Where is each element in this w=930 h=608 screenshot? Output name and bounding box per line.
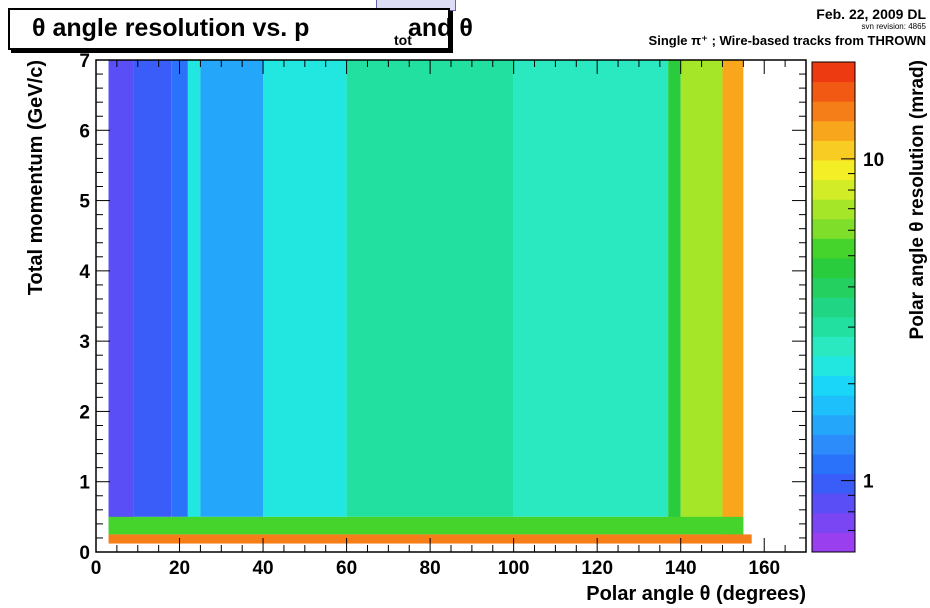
colorbar-segment — [812, 395, 855, 416]
colorbar-segment — [812, 120, 855, 141]
x-tick-label: 40 — [252, 558, 273, 579]
heatmap-region — [346, 60, 514, 517]
colorbar-segment — [812, 316, 855, 337]
subtitle-label: Single π⁺ ; Wire-based tracks from THROW… — [648, 33, 926, 48]
colorbar-frame — [811, 61, 856, 553]
heatmap-region — [200, 60, 264, 517]
y-tick-label: 5 — [79, 192, 90, 213]
chart-title-suffix: and θ — [408, 14, 473, 42]
colorbar-segment — [812, 160, 855, 181]
colorbar-segment — [812, 512, 855, 533]
x-tick-label: 160 — [748, 558, 780, 579]
heatmap-region — [722, 60, 744, 538]
x-tick-label: 0 — [91, 558, 102, 579]
heatmap-region — [171, 60, 188, 517]
x-tick-label: 80 — [420, 558, 441, 579]
colorbar-tick-label: 1 — [863, 472, 874, 493]
colorbar-segment — [812, 493, 855, 514]
y-tick-label: 4 — [79, 262, 90, 283]
heatmap-region — [668, 60, 681, 524]
heatmap-cells — [108, 60, 752, 544]
colorbar-segment — [812, 238, 855, 259]
colorbar-segment — [812, 218, 855, 239]
colorbar-segment — [812, 414, 855, 435]
colorbar-segment — [812, 81, 855, 102]
y-tick-label: 3 — [79, 332, 90, 353]
y-axis: 0 1 2 3 4 5 6 7 — [79, 51, 806, 564]
colorbar: 1 10 — [811, 61, 884, 553]
chart-title: θ angle resolution vs. p — [32, 14, 310, 42]
heatmap-region — [108, 60, 134, 531]
heatmap-region — [108, 516, 744, 535]
heatmap-region — [680, 60, 723, 524]
colorbar-segment — [812, 356, 855, 377]
colorbar-segment — [812, 199, 855, 220]
heatmap-region — [133, 60, 172, 517]
colorbar-segment — [812, 140, 855, 161]
colorbar-segment — [812, 277, 855, 298]
heatmap-region — [513, 60, 669, 517]
colorbar-tick-label: 10 — [863, 150, 884, 171]
colorbar-segment — [812, 473, 855, 494]
colorbar-segment — [812, 62, 855, 83]
x-axis-label: Polar angle θ (degrees) — [586, 583, 806, 605]
x-axis: 0 20 40 60 80 100 120 140 160 — [91, 60, 807, 579]
z-axis-label: Polar angle θ resolution (mrad) — [907, 60, 928, 339]
chart-title-box: θ angle resolution vs. p tot and θ — [8, 8, 473, 50]
y-axis-label: Total momentum (GeV/c) — [25, 60, 47, 295]
colorbar-segment — [812, 532, 855, 553]
x-tick-label: 140 — [665, 558, 697, 579]
heatmap-region — [263, 60, 347, 517]
colorbar-segment — [812, 101, 855, 122]
colorbar-segment — [812, 179, 855, 200]
colorbar-segment — [812, 454, 855, 475]
x-tick-label: 20 — [169, 558, 190, 579]
colorbar-segment — [812, 297, 855, 318]
colorbar-segment — [812, 434, 855, 455]
svn-revision-label: svn revision: 4865 — [861, 22, 926, 31]
colorbar-segment — [812, 336, 855, 357]
x-tick-label: 120 — [581, 558, 613, 579]
colorbar-segment — [812, 375, 855, 396]
date-label: Feb. 22, 2009 DL — [816, 6, 926, 22]
x-tick-label: 100 — [498, 558, 530, 579]
y-tick-label: 0 — [79, 543, 90, 564]
heatmap-region — [187, 60, 201, 524]
y-tick-label: 7 — [79, 51, 90, 72]
chart-title-subscript: tot — [394, 32, 412, 48]
y-tick-label: 1 — [79, 473, 90, 494]
x-tick-label: 60 — [336, 558, 357, 579]
y-tick-label: 6 — [79, 121, 90, 142]
y-tick-label: 2 — [79, 402, 90, 423]
colorbar-segment — [812, 258, 855, 279]
